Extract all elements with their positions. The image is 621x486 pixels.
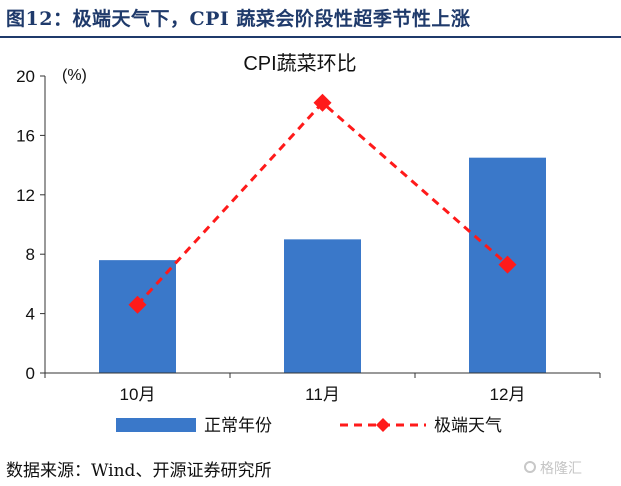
legend-swatch-bar [116, 418, 196, 432]
bar-1 [99, 260, 176, 373]
y-tick-label-1: 4 [26, 305, 35, 324]
legend-label-line: 极端天气 [434, 416, 502, 435]
point-3 [498, 255, 517, 274]
point-1 [128, 295, 147, 314]
x-tick-label-1: 10月 [120, 385, 156, 404]
y-tick-label-3: 12 [16, 186, 35, 205]
watermark-icon [524, 461, 536, 473]
y-tick-label-0: 0 [26, 364, 35, 383]
y-tick-label-5: 20 [16, 67, 35, 86]
y-axis-unit: (%) [62, 67, 87, 84]
point-2 [313, 93, 332, 112]
legend-label-bar: 正常年份 [204, 416, 272, 435]
y-tick-label-4: 16 [16, 126, 35, 145]
chart-title: CPI蔬菜环比 [243, 52, 356, 75]
y-tick-label-2: 8 [26, 245, 35, 264]
watermark: 格隆汇 [540, 461, 582, 477]
legend-marker [376, 418, 390, 432]
chart: CPI蔬菜环比 (%) 0 4 8 12 16 20 10月 11月 12月 正常年份 极端天气 [16, 52, 601, 435]
title-rule [0, 36, 621, 38]
figure-title: 图12：极端天气下，CPI 蔬菜会阶段性超季节性上涨 [6, 8, 471, 30]
bar-2 [284, 239, 361, 373]
x-tick-label-2: 11月 [305, 385, 340, 404]
source-note: 数据来源：Wind、开源证券研究所 [6, 461, 272, 481]
x-tick-label-3: 12月 [490, 385, 526, 404]
